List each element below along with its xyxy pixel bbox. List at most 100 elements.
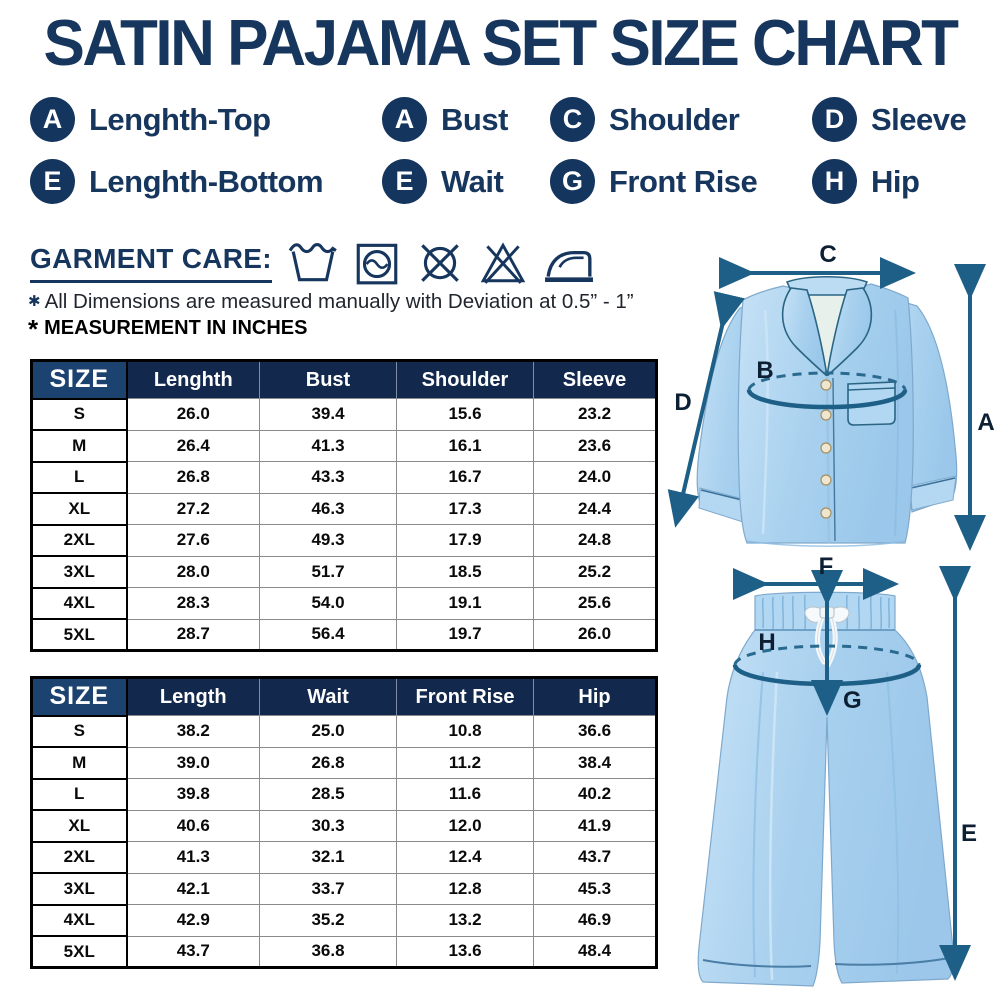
measurement-cell: 35.2	[259, 904, 397, 937]
table-row: L 26.8 43.3 16.7 24.0	[30, 460, 657, 494]
measurement-cell: 28.5	[259, 778, 397, 811]
page-title: SATIN PAJAMA SET SIZE CHART	[43, 7, 959, 80]
garment-care-icons	[287, 237, 597, 287]
measurement-cell: 36.6	[533, 715, 657, 748]
letter-badge: A	[382, 97, 427, 142]
letter-badge: D	[812, 97, 857, 142]
size-cell: 2XL	[30, 840, 128, 874]
measurement-cell: 38.2	[126, 715, 260, 748]
size-cell: 3XL	[30, 555, 128, 589]
measurement-cell: 17.9	[396, 524, 534, 557]
measurement-cell: 25.0	[259, 715, 397, 748]
deviation-note-text: All Dimensions are measured manually wit…	[44, 290, 634, 313]
measurement-cell: 12.0	[396, 809, 534, 842]
header-row: SIZE Length Wait Front Rise Hip	[30, 676, 657, 717]
measurement-cell: 40.6	[126, 809, 260, 842]
table-row: 5XL 43.7 36.8 13.6 48.4	[30, 935, 657, 969]
column-header: Length	[126, 677, 260, 716]
measurement-cell: 30.3	[259, 809, 397, 842]
front-rise-label: G	[843, 687, 862, 714]
column-header: Sleeve	[533, 360, 657, 399]
table-row: 3XL 28.0 51.7 18.5 25.2	[30, 555, 657, 589]
letter-badge: E	[382, 159, 427, 204]
measurement-cell: 41.9	[533, 809, 657, 842]
shirt-buttons	[820, 379, 832, 519]
measurement-cell: 13.6	[396, 935, 534, 968]
bottom-length-label: E	[961, 820, 977, 847]
pajama-bottom-diagram: F E H G	[697, 553, 977, 987]
legend-item-label: Wait	[441, 163, 504, 199]
measurement-cell: 28.7	[126, 618, 260, 651]
size-cell: 3XL	[30, 872, 128, 906]
deviation-note: ✱ All Dimensions are measured manually wi…	[28, 290, 634, 314]
letter-badge: A	[30, 97, 75, 142]
measurement-cell: 40.2	[533, 778, 657, 811]
size-column-header: SIZE	[30, 676, 128, 717]
measurement-cell: 23.2	[533, 398, 657, 431]
table-row: M 39.0 26.8 11.2 38.4	[30, 746, 657, 780]
measurement-cell: 18.5	[396, 555, 534, 588]
column-header: Lenghth	[126, 360, 260, 399]
legend-item: D Sleeve	[812, 97, 980, 142]
size-cell: L	[30, 777, 128, 811]
measurement-cell: 56.4	[259, 618, 397, 651]
legend-item: A Lenghth-Top	[30, 97, 382, 142]
measurement-cell: 26.8	[126, 461, 260, 494]
header-row: SIZE Lenghth Bust Shoulder Sleeve	[30, 359, 657, 400]
measurement-cell: 23.6	[533, 429, 657, 462]
sleeve-arrow	[667, 291, 745, 528]
legend: A Lenghth-Top A Bust C Shoulder D Sleeve E Lenght…	[30, 97, 980, 204]
tumble-dry-icon	[352, 237, 402, 287]
table-row: S 38.2 25.0 10.8 36.6	[30, 714, 657, 748]
legend-item-label: Sleeve	[871, 101, 967, 137]
legend-item-label: Lenghth-Bottom	[89, 163, 324, 199]
table-row: XL 40.6 30.3 12.0 41.9	[30, 809, 657, 843]
measurement-cell: 48.4	[533, 935, 657, 968]
measurement-cell: 41.3	[259, 429, 397, 462]
measurement-cell: 11.6	[396, 778, 534, 811]
measurement-cell: 28.0	[126, 555, 260, 588]
legend-item: G Front Rise	[550, 159, 812, 204]
measurement-cell: 51.7	[259, 555, 397, 588]
measurement-cell: 45.3	[533, 872, 657, 905]
measurement-cell: 33.7	[259, 872, 397, 905]
waist-label: F	[819, 553, 834, 580]
measurement-cell: 24.4	[533, 492, 657, 525]
table-row: 2XL 27.6 49.3 17.9 24.8	[30, 523, 657, 557]
bust-measure-line	[746, 371, 908, 410]
legend-item: C Shoulder	[550, 97, 812, 142]
pants-body	[697, 629, 955, 987]
wash-icon	[287, 237, 339, 287]
hip-label: H	[758, 629, 775, 656]
measurement-cell: 13.2	[396, 904, 534, 937]
column-header: Wait	[259, 677, 397, 716]
size-cell: L	[30, 460, 128, 494]
table-row: 2XL 41.3 32.1 12.4 43.7	[30, 840, 657, 874]
measurement-cell: 12.8	[396, 872, 534, 905]
asterisk-icon: *	[28, 314, 39, 344]
measurement-cell: 24.0	[533, 461, 657, 494]
column-header: Bust	[259, 360, 397, 399]
pajama-bottom-size-table: SIZE Length Wait Front Rise Hip S 38.2 25.0 10.…	[30, 676, 658, 969]
size-cell: 2XL	[30, 523, 128, 557]
measurement-cell: 11.2	[396, 746, 534, 779]
legend-item: A Bust	[382, 97, 550, 142]
legend-item-label: Front Rise	[609, 163, 758, 199]
iron-icon	[541, 237, 597, 287]
size-cell: 4XL	[30, 586, 128, 620]
measurement-cell: 27.6	[126, 524, 260, 557]
measurement-cell: 26.0	[533, 618, 657, 651]
measurement-cell: 54.0	[259, 587, 397, 620]
size-column-header: SIZE	[30, 359, 128, 400]
do-not-bleach-icon	[478, 237, 528, 287]
letter-badge: H	[812, 159, 857, 204]
measurement-cell: 24.8	[533, 524, 657, 557]
measurement-cell: 38.4	[533, 746, 657, 779]
letter-badge: C	[550, 97, 595, 142]
table-row: L 39.8 28.5 11.6 40.2	[30, 777, 657, 811]
measurement-cell: 26.8	[259, 746, 397, 779]
measurement-cell: 39.0	[126, 746, 260, 779]
table-row: M 26.4 41.3 16.1 23.6	[30, 429, 657, 463]
table-row: S 26.0 39.4 15.6 23.2	[30, 397, 657, 431]
